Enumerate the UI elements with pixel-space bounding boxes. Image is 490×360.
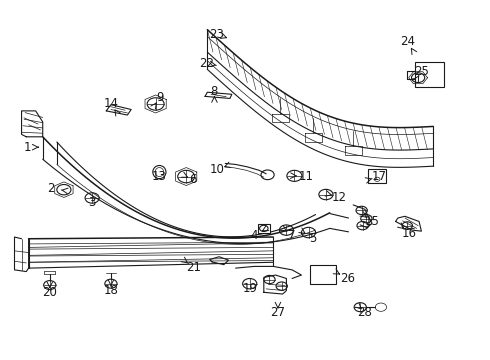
Text: 7: 7 bbox=[288, 229, 296, 242]
Text: 5: 5 bbox=[310, 232, 317, 245]
Text: 20: 20 bbox=[42, 286, 57, 299]
Text: 24: 24 bbox=[400, 35, 415, 48]
Text: 22: 22 bbox=[199, 57, 214, 70]
Text: 6: 6 bbox=[190, 174, 197, 186]
Text: 26: 26 bbox=[340, 272, 355, 285]
Text: 10: 10 bbox=[209, 163, 224, 176]
Text: 19: 19 bbox=[242, 282, 257, 295]
Text: 1: 1 bbox=[24, 141, 31, 154]
Text: 15: 15 bbox=[365, 215, 379, 228]
Text: 21: 21 bbox=[186, 261, 201, 274]
Text: 27: 27 bbox=[270, 306, 286, 319]
Text: 25: 25 bbox=[414, 65, 429, 78]
Text: 17: 17 bbox=[371, 170, 387, 183]
Text: 8: 8 bbox=[211, 85, 218, 98]
Text: 18: 18 bbox=[103, 284, 119, 297]
Text: 3: 3 bbox=[88, 196, 96, 209]
Text: 11: 11 bbox=[298, 170, 314, 183]
Bar bbox=[416, 63, 443, 87]
Text: 12: 12 bbox=[332, 191, 346, 204]
Text: 2: 2 bbox=[48, 182, 55, 195]
Ellipse shape bbox=[153, 166, 166, 179]
Text: 23: 23 bbox=[209, 28, 224, 41]
Text: 9: 9 bbox=[157, 91, 164, 104]
Bar bbox=[310, 265, 336, 284]
Ellipse shape bbox=[155, 167, 164, 176]
Text: 28: 28 bbox=[358, 306, 372, 319]
Bar bbox=[368, 169, 386, 183]
Bar bbox=[258, 224, 270, 233]
Text: 16: 16 bbox=[402, 227, 417, 240]
Text: 14: 14 bbox=[103, 98, 119, 111]
Text: 4: 4 bbox=[251, 229, 258, 242]
Text: 13: 13 bbox=[152, 170, 167, 183]
